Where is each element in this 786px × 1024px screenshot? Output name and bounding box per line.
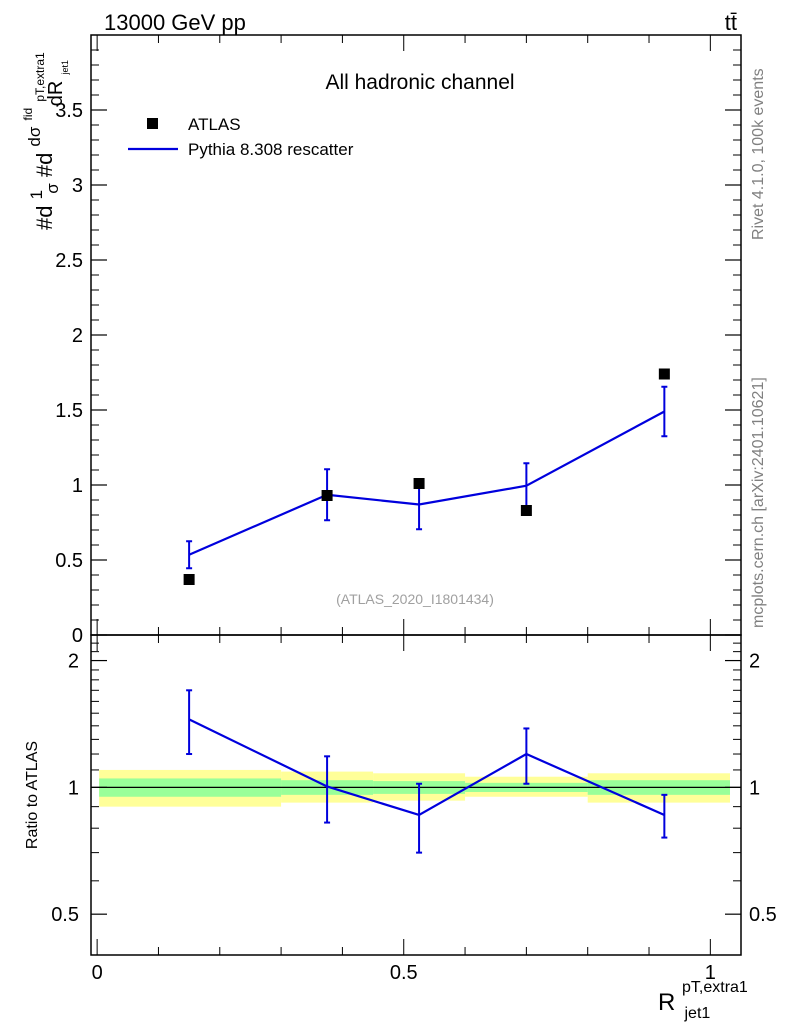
ratio-y-tick-label-right: 2	[749, 651, 760, 673]
ratio-axis-ticks: 0.5 0.5 1 1 2 2 0 0.5 1	[51, 635, 777, 984]
ratio-plot-content	[91, 689, 741, 854]
xlabel-base: R	[658, 989, 675, 1016]
mcplots-site-label: mcplots.cern.ch [arXiv:2401.10621]	[750, 377, 767, 628]
x-tick-label: 1	[705, 962, 716, 984]
main-plot-title: All hadronic channel	[325, 71, 514, 94]
main-y-tick-label: 3.5	[55, 100, 83, 122]
ratio-plot-frame	[90, 634, 742, 956]
ylabel-part-g: pT,extra1	[33, 52, 47, 102]
main-y-tick-label: 1.5	[55, 400, 83, 422]
ylabel-part-i: jet1	[60, 60, 70, 76]
ratio-plot-panel: 0.5 0.5 1 1 2 2 0 0.5 1 Ratio to ATLAS R pT,extr…	[24, 634, 777, 1022]
main-axis-ticks: 0 0.5 1 1.5 2 2.5 3 3.5	[55, 35, 741, 647]
ratio-y-tick-label: 0.5	[51, 904, 79, 926]
ylabel-part-h: dR	[45, 81, 67, 107]
analysis-watermark: (ATLAS_2020_I1801434)	[336, 591, 494, 607]
ratio-y-tick-label: 1	[68, 777, 79, 799]
svg-text:#d 1 σ: #d 1 σ #d dσ fid pT,extra1 dR jet1	[12, 46, 70, 230]
energy-label: 13000 GeV pp	[104, 10, 246, 35]
atlas-data-point	[413, 478, 425, 489]
rivet-version-label: Rivet 4.1.0, 100k events	[750, 68, 767, 240]
atlas-data-point	[183, 574, 195, 585]
main-y-tick-label: 0.5	[55, 550, 83, 572]
legend-atlas-marker	[147, 118, 158, 129]
atlas-data-point	[520, 505, 532, 516]
main-y-tick-label: 2.5	[55, 250, 83, 272]
legend-atlas-label: ATLAS	[188, 115, 241, 134]
xlabel-sub: jet1	[684, 1005, 711, 1022]
pythia-line	[188, 410, 665, 556]
ratio-y-tick-label-right: 1	[749, 777, 760, 799]
ylabel-part-b: 1	[27, 190, 46, 199]
atlas-data-point	[658, 368, 670, 380]
main-plot-content	[183, 368, 670, 585]
x-tick-label: 0.5	[390, 962, 418, 984]
x-axis-label: R pT,extra1 jet1	[658, 971, 755, 1022]
ratio-y-tick-label: 2	[68, 651, 79, 673]
main-y-axis-label: #d 1 σ #d dσ fid pT,extra1 dR jet1	[12, 46, 70, 230]
ylabel-part-d: #d	[32, 153, 57, 177]
ratio-y-axis-label: Ratio to ATLAS	[24, 741, 41, 849]
ylabel-part-c: σ	[43, 183, 62, 194]
legend-pythia-label: Pythia 8.308 rescatter	[188, 140, 354, 159]
x-tick-label: 0	[92, 962, 103, 984]
ylabel-part-f: fid	[21, 108, 35, 121]
process-label: tt̄	[725, 10, 737, 35]
legend: ATLAS Pythia 8.308 rescatter	[128, 115, 354, 159]
xlabel-sup: pT,extra1	[682, 979, 748, 996]
ratio-y-tick-label-right: 0.5	[749, 904, 777, 926]
ylabel-part-a: #d	[32, 206, 57, 230]
main-y-tick-label: 1	[72, 475, 83, 497]
atlas-data-point	[321, 490, 333, 501]
main-y-tick-label: 0	[72, 625, 83, 647]
main-y-tick-label: 3	[72, 175, 83, 197]
main-plot-panel: 0 0.5 1 1.5 2 2.5 3 3.5 All hadronic channel (A…	[12, 34, 742, 647]
main-y-tick-label: 2	[72, 325, 83, 347]
ylabel-part-e: dσ	[25, 126, 44, 146]
